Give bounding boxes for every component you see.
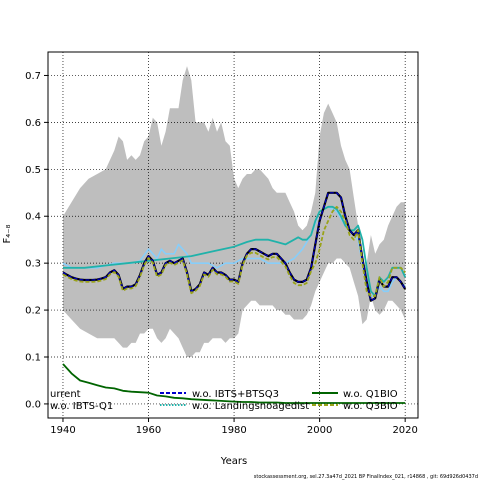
legend-label: w.o. Q3BIO: [343, 401, 398, 412]
x-tick-label: 2020: [392, 425, 417, 436]
legend-label: w.o. IBTS-Q1: [50, 401, 113, 412]
axes-layer: 1940 1960 1980 2000 2020 0.0 0.1 0.2 0.3 0.4 0.5 0.…: [25, 71, 418, 436]
y-tick-label: 0.4: [25, 212, 41, 223]
y-axis-label: F₄₋₈: [2, 224, 13, 243]
x-tick-label: 1940: [50, 425, 75, 436]
y-tick-label: 0.1: [25, 353, 41, 364]
x-tick-label: 1980: [221, 425, 246, 436]
y-tick-label: 0.6: [25, 118, 41, 129]
legend-label: w.o. Q1BIO: [343, 389, 398, 400]
x-tick-label: 2000: [307, 425, 332, 436]
y-tick-label: 0.3: [25, 259, 41, 270]
series-w-o-q1bio-line: [62, 363, 406, 404]
y-tick-label: 0.5: [25, 165, 41, 176]
grid-layer: [48, 52, 418, 418]
y-tick-label: 0.7: [25, 71, 41, 82]
y-tick-label: 0.0: [25, 399, 41, 410]
series-w-o-ibts-btsq3-line: [62, 192, 406, 302]
legend-label: urrent: [50, 389, 81, 400]
legend-label: w.o. IBTS+BTSQ3: [192, 389, 279, 400]
x-tick-label: 1960: [136, 425, 161, 436]
y-tick-label: 0.2: [25, 306, 41, 317]
x-axis-label: Years: [220, 456, 247, 467]
plot-frame: [47, 51, 419, 419]
footer-credit: stockassessment.org, sel.27.3a47d_2021 B…: [254, 474, 478, 480]
series-w-o-q3bio-line: [62, 205, 406, 297]
legend-label: w.o. Landingsnoagedist: [192, 401, 309, 412]
series-layer: [62, 191, 407, 404]
